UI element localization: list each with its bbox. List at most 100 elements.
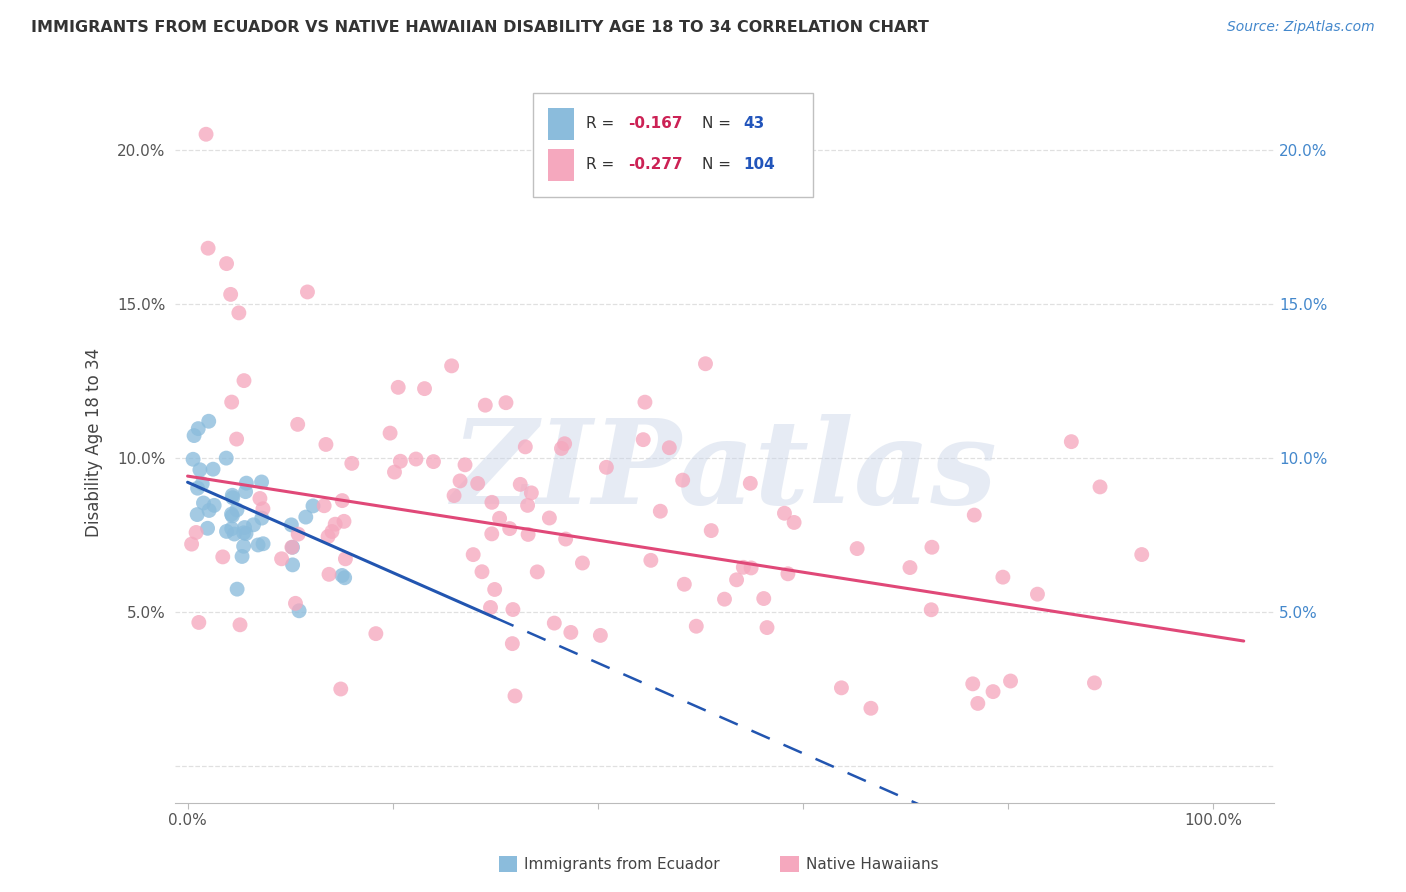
Point — [389, 454, 412, 468]
Point — [229, 617, 252, 632]
Point — [221, 488, 243, 502]
Point — [226, 582, 249, 596]
Point — [589, 628, 612, 642]
Point — [740, 561, 762, 575]
Point — [202, 499, 225, 513]
FancyBboxPatch shape — [548, 108, 574, 139]
Point — [467, 476, 489, 491]
Point — [252, 501, 274, 516]
Point — [449, 474, 471, 488]
Point — [232, 539, 254, 553]
Point — [221, 507, 243, 521]
Point — [242, 517, 264, 532]
Point — [516, 499, 538, 513]
Point — [463, 548, 485, 562]
Point — [474, 398, 496, 412]
Point — [202, 462, 225, 476]
Point — [197, 241, 219, 255]
Point — [740, 476, 762, 491]
Point — [235, 526, 257, 541]
Point — [571, 556, 593, 570]
Point — [495, 395, 517, 409]
Point — [226, 503, 249, 517]
Point — [187, 481, 209, 495]
Point — [187, 615, 209, 630]
Point — [287, 527, 309, 541]
Point — [330, 493, 353, 508]
Y-axis label: Disability Age 18 to 34: Disability Age 18 to 34 — [86, 348, 103, 537]
FancyBboxPatch shape — [548, 149, 574, 180]
Point — [221, 508, 243, 523]
Point — [250, 511, 273, 525]
Text: N =: N = — [702, 116, 735, 131]
Point — [640, 553, 662, 567]
Point — [481, 527, 503, 541]
Point — [595, 460, 617, 475]
Point — [713, 592, 735, 607]
Point — [538, 511, 561, 525]
Point — [440, 359, 463, 373]
Point — [247, 538, 270, 552]
Point — [281, 541, 304, 555]
Text: IMMIGRANTS FROM ECUADOR VS NATIVE HAWAIIAN DISABILITY AGE 18 TO 34 CORRELATION C: IMMIGRANTS FROM ECUADOR VS NATIVE HAWAII… — [31, 20, 929, 35]
Point — [1130, 548, 1153, 562]
Point — [1088, 480, 1111, 494]
Point — [187, 422, 209, 436]
Point — [515, 440, 537, 454]
Point — [221, 522, 243, 536]
Point — [387, 380, 409, 394]
Point — [509, 477, 531, 491]
Point — [422, 454, 444, 468]
Point — [195, 128, 218, 142]
Point — [215, 257, 238, 271]
Point — [191, 476, 214, 491]
Point — [413, 382, 436, 396]
Point — [249, 491, 271, 506]
Point — [543, 616, 565, 631]
Text: Immigrants from Ecuador: Immigrants from Ecuador — [524, 857, 720, 871]
Point — [180, 537, 202, 551]
Point — [1083, 676, 1105, 690]
Text: N =: N = — [702, 157, 735, 172]
Point — [443, 489, 465, 503]
Point — [898, 560, 921, 574]
Point — [215, 524, 238, 539]
Point — [235, 476, 257, 491]
Point — [232, 525, 254, 540]
Point — [224, 527, 246, 541]
Point — [188, 463, 211, 477]
Point — [503, 689, 526, 703]
Point — [250, 475, 273, 489]
Point — [752, 591, 775, 606]
Point — [281, 541, 304, 555]
Point — [219, 287, 242, 301]
Point — [499, 522, 522, 536]
Point — [193, 496, 215, 510]
Point — [340, 456, 363, 470]
Point — [517, 527, 540, 541]
Point — [560, 625, 582, 640]
Point — [211, 549, 233, 564]
Point — [672, 473, 695, 487]
Point — [198, 503, 221, 517]
Point — [783, 516, 806, 530]
Point — [920, 603, 942, 617]
Point — [733, 560, 755, 574]
Point — [228, 306, 250, 320]
Point — [550, 442, 572, 456]
Point — [991, 570, 1014, 584]
Point — [333, 514, 356, 528]
Point — [294, 510, 316, 524]
Point — [502, 602, 524, 616]
Point — [235, 484, 257, 499]
Point — [756, 621, 779, 635]
Point — [773, 506, 796, 520]
Point — [631, 433, 654, 447]
Point — [378, 426, 401, 441]
Point — [658, 441, 681, 455]
Point — [215, 451, 238, 466]
Point — [184, 525, 207, 540]
Point — [186, 508, 208, 522]
Point — [526, 565, 548, 579]
Point — [830, 681, 852, 695]
